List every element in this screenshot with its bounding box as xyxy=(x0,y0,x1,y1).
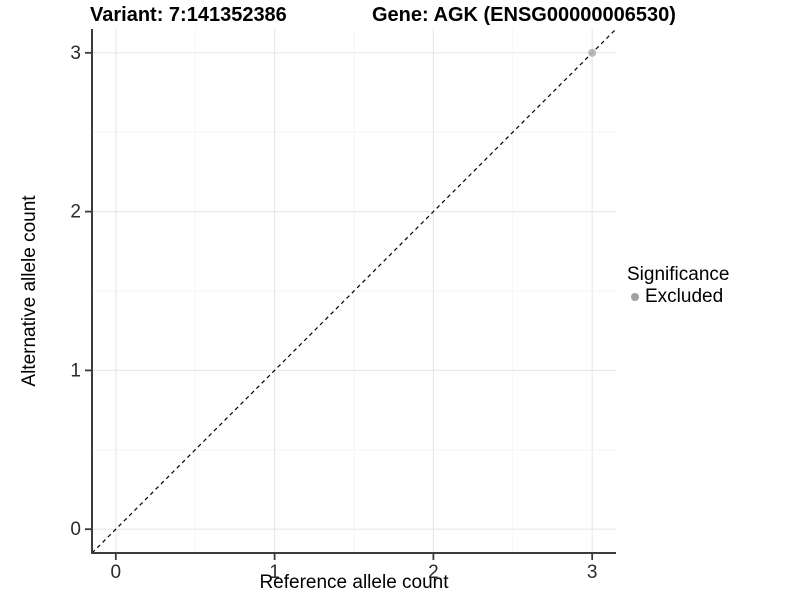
data-points xyxy=(588,48,597,57)
y-tick-label: 0 xyxy=(70,519,81,540)
x-tick-label: 0 xyxy=(111,562,122,583)
legend-item-label: Excluded xyxy=(645,286,724,307)
legend-item-excluded: Excluded xyxy=(627,286,729,308)
x-tick-label: 2 xyxy=(428,562,439,583)
major-gridlines xyxy=(92,29,616,553)
data-point xyxy=(588,48,597,57)
variant-title: Variant: 7:141352386 xyxy=(90,4,287,26)
legend-title: Significance xyxy=(627,264,730,285)
excluded-point-icon xyxy=(631,293,639,301)
tick-marks xyxy=(85,51,594,560)
y-tick-labels: 0 1 2 3 xyxy=(70,43,81,540)
y-axis-title: Alternative allele count xyxy=(19,195,40,387)
identity-reference-line xyxy=(91,28,617,554)
x-tick-label: 3 xyxy=(587,562,598,583)
y-tick-label: 1 xyxy=(70,360,81,381)
axis-lines xyxy=(91,29,616,554)
y-tick-label: 3 xyxy=(70,43,81,64)
y-tick-label: 2 xyxy=(70,202,81,223)
x-axis-title: Reference allele count xyxy=(259,572,449,593)
x-tick-label: 1 xyxy=(269,562,280,583)
gene-title: Gene: AGK (ENSG00000006530) xyxy=(372,4,676,26)
x-tick-labels: 0 1 2 3 xyxy=(111,562,598,583)
legend: Significance Excluded xyxy=(627,264,729,308)
abline-dashed xyxy=(91,28,617,554)
